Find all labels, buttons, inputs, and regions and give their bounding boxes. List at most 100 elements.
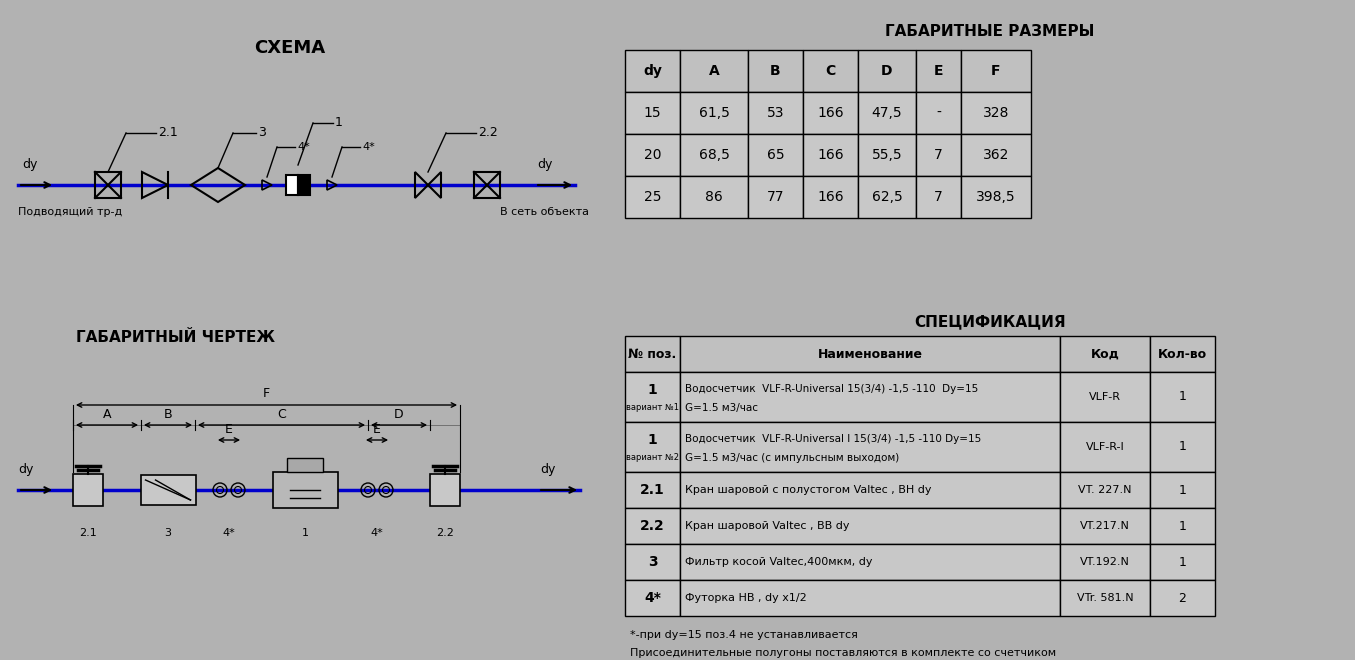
Bar (916, 50, 961, 92)
Text: 1: 1 (302, 528, 309, 538)
Text: *-при dy=15 поз.4 не устанавливается: *-при dy=15 поз.4 не устанавливается (630, 630, 858, 640)
Text: G=1.5 м3/час (с импульсным выходом): G=1.5 м3/час (с импульсным выходом) (686, 453, 900, 463)
Text: 62,5: 62,5 (871, 190, 902, 204)
Text: 2.2: 2.2 (478, 127, 497, 139)
Text: 4*: 4* (371, 528, 383, 538)
Text: СПЕЦИФИКАЦИЯ: СПЕЦИФИКАЦИЯ (915, 315, 1066, 329)
Text: 1: 1 (335, 117, 343, 129)
Text: 362: 362 (982, 148, 1009, 162)
Text: 47,5: 47,5 (871, 106, 902, 120)
Text: 2.2: 2.2 (640, 519, 665, 533)
Bar (961, 134, 1031, 176)
Bar (625, 176, 680, 218)
Text: 4*: 4* (222, 528, 236, 538)
Text: 20: 20 (644, 148, 661, 162)
Bar (141, 475, 195, 505)
Bar (1150, 472, 1215, 508)
Bar (748, 176, 804, 218)
Text: 2.1: 2.1 (159, 127, 178, 139)
Bar (916, 134, 961, 176)
Text: Наименование: Наименование (817, 348, 923, 360)
Text: Фильтр косой Valtec,400мкм, dy: Фильтр косой Valtec,400мкм, dy (686, 557, 873, 567)
Bar (680, 544, 1060, 580)
Text: ГАБАРИТНЫЕ РАЗМЕРЫ: ГАБАРИТНЫЕ РАЗМЕРЫ (885, 24, 1095, 40)
Text: 2: 2 (1179, 591, 1187, 605)
Text: Футорка НВ , dy x1/2: Футорка НВ , dy x1/2 (686, 593, 806, 603)
Bar (804, 134, 858, 176)
Text: B: B (164, 408, 172, 421)
Text: 1: 1 (1179, 556, 1187, 568)
Text: VT.217.N: VT.217.N (1080, 521, 1130, 531)
Bar (858, 176, 916, 218)
Text: 53: 53 (767, 106, 785, 120)
Text: -: - (936, 106, 940, 120)
Text: Код: Код (1091, 348, 1119, 360)
Bar (1060, 336, 1150, 372)
Text: Водосчетчик  VLF-R-Universal 15(3/4) -1,5 -110  Dy=15: Водосчетчик VLF-R-Universal 15(3/4) -1,5… (686, 385, 978, 395)
Bar (625, 336, 680, 372)
Text: 3: 3 (648, 555, 657, 569)
Text: 4*: 4* (644, 591, 661, 605)
Bar (858, 50, 916, 92)
Text: 328: 328 (982, 106, 1009, 120)
Bar (298, 175, 310, 195)
Text: VT.192.N: VT.192.N (1080, 557, 1130, 567)
Bar (625, 580, 680, 616)
Bar (680, 472, 1060, 508)
Bar (680, 92, 748, 134)
Text: dy: dy (18, 463, 34, 476)
Text: 2.2: 2.2 (436, 528, 454, 538)
Text: Кран шаровой Valtec , BB dy: Кран шаровой Valtec , BB dy (686, 521, 850, 531)
Text: dy: dy (22, 158, 38, 171)
Text: 1: 1 (1179, 440, 1187, 453)
Bar (680, 50, 748, 92)
Text: VLF-R-I: VLF-R-I (1085, 442, 1125, 452)
Text: 1: 1 (648, 383, 657, 397)
Text: СХЕМА: СХЕМА (255, 39, 325, 57)
Text: VLF-R: VLF-R (1089, 392, 1121, 402)
Bar (680, 372, 1060, 422)
Text: Кол-во: Кол-во (1159, 348, 1207, 360)
Text: 4*: 4* (362, 142, 375, 152)
Text: C: C (825, 64, 836, 78)
Bar (858, 134, 916, 176)
Text: вариант №1: вариант №1 (626, 403, 679, 412)
Text: 2.1: 2.1 (640, 483, 665, 497)
Bar (73, 474, 103, 506)
Bar (1060, 580, 1150, 616)
Bar (272, 472, 337, 508)
Text: 1: 1 (1179, 519, 1187, 533)
Bar (680, 508, 1060, 544)
Text: ГАБАРИТНЫЙ ЧЕРТЕЖ: ГАБАРИТНЫЙ ЧЕРТЕЖ (76, 331, 275, 345)
Bar (1150, 422, 1215, 472)
Bar (748, 50, 804, 92)
Bar (961, 50, 1031, 92)
Text: 86: 86 (705, 190, 722, 204)
Text: вариант №2: вариант №2 (626, 453, 679, 463)
Text: 3: 3 (257, 127, 266, 139)
Bar (680, 134, 748, 176)
Text: VT. 227.N: VT. 227.N (1079, 485, 1131, 495)
Bar (804, 50, 858, 92)
Text: F: F (263, 387, 270, 400)
Text: Водосчетчик  VLF-R-Universal I 15(3/4) -1,5 -110 Dy=15: Водосчетчик VLF-R-Universal I 15(3/4) -1… (686, 434, 981, 444)
Bar (625, 472, 680, 508)
Bar (961, 92, 1031, 134)
Text: 398,5: 398,5 (976, 190, 1016, 204)
Bar (916, 176, 961, 218)
Text: F: F (992, 64, 1001, 78)
Bar (916, 92, 961, 134)
Text: 25: 25 (644, 190, 661, 204)
Bar (680, 422, 1060, 472)
Text: 4*: 4* (297, 142, 310, 152)
Text: 77: 77 (767, 190, 785, 204)
Bar (1150, 336, 1215, 372)
Bar (1060, 508, 1150, 544)
Bar (1150, 372, 1215, 422)
Text: 166: 166 (817, 148, 844, 162)
Bar (680, 336, 1060, 372)
Bar (625, 92, 680, 134)
Text: В сеть объекта: В сеть объекта (500, 207, 589, 217)
Text: D: D (881, 64, 893, 78)
Text: dy: dy (644, 64, 663, 78)
